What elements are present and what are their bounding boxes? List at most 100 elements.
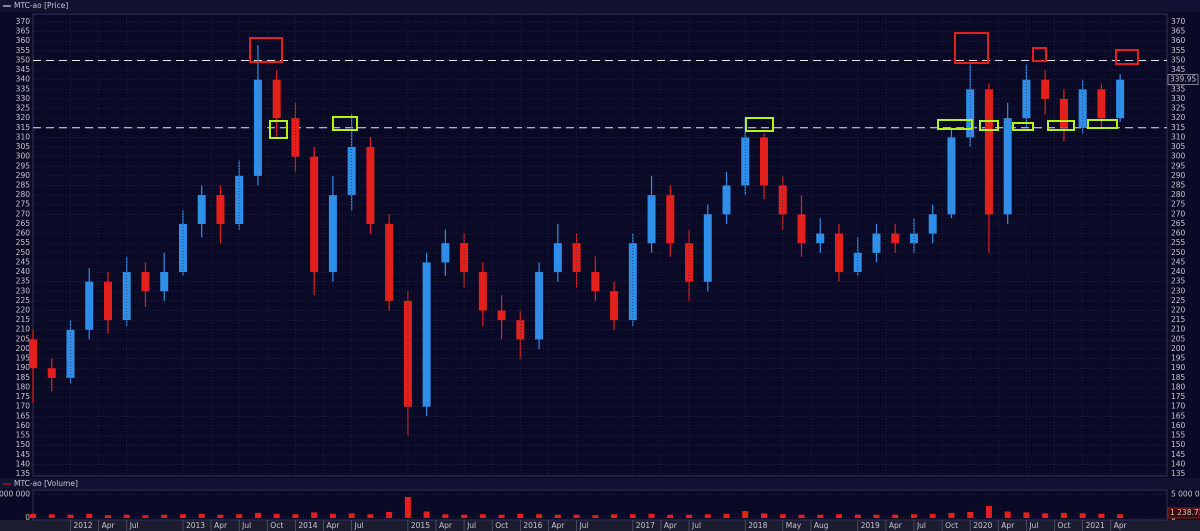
y-tick-label: 225 bbox=[16, 296, 31, 305]
volume-bar bbox=[423, 511, 430, 518]
candle-body bbox=[85, 281, 94, 330]
candle-body bbox=[760, 137, 769, 186]
y-tick-label: 350 bbox=[16, 55, 31, 64]
y-tick-label: 300 bbox=[1171, 152, 1186, 161]
x-tick-label: Apr bbox=[214, 521, 228, 530]
candle-body bbox=[310, 156, 319, 273]
y-tick-label: 300 bbox=[16, 152, 31, 161]
y-tick-label: 350 bbox=[1171, 55, 1186, 64]
y-tick-label: 250 bbox=[16, 248, 31, 257]
x-tick-label: Jul bbox=[916, 521, 926, 530]
y-tick-label: 305 bbox=[1171, 142, 1186, 151]
x-tick-label: Jul bbox=[1028, 521, 1038, 530]
candle-body bbox=[29, 339, 37, 369]
y-tick-label: 295 bbox=[1171, 161, 1186, 170]
y-tick-label: 175 bbox=[16, 392, 31, 401]
y-tick-label: 150 bbox=[16, 440, 31, 449]
candle-body bbox=[216, 195, 225, 224]
x-tick-label: Apr bbox=[1001, 521, 1015, 530]
x-tick-label: Apr bbox=[1114, 521, 1128, 530]
y-tick-label: 185 bbox=[16, 373, 31, 382]
y-tick-label: 135 bbox=[1171, 469, 1186, 478]
y-tick-label: 345 bbox=[1171, 65, 1186, 74]
candle-body bbox=[647, 195, 656, 244]
y-tick-label: 250 bbox=[1171, 248, 1186, 257]
x-tick-label: Oct bbox=[495, 521, 508, 530]
volume-bar bbox=[367, 514, 374, 518]
y-tick-label: 245 bbox=[16, 257, 31, 266]
last-value-label: 1 238.71 bbox=[1170, 508, 1200, 517]
last-value-box bbox=[1167, 74, 1199, 86]
y-tick-label: 265 bbox=[1171, 219, 1186, 228]
support-box bbox=[332, 116, 358, 131]
candle-body bbox=[722, 185, 731, 215]
y-tick-label: 195 bbox=[16, 354, 31, 363]
x-tick-label: 2018 bbox=[748, 521, 767, 530]
y-tick-label: 340 bbox=[16, 75, 31, 84]
candle-body bbox=[272, 79, 281, 119]
volume-bar bbox=[254, 512, 261, 518]
candle-body bbox=[872, 233, 881, 253]
candle-body bbox=[385, 223, 394, 301]
x-tick-label: Apr bbox=[439, 521, 453, 530]
price-header bbox=[0, 0, 1200, 12]
y-tick-label: 150 bbox=[1171, 440, 1186, 449]
volume-bar bbox=[554, 514, 561, 518]
volume-bar bbox=[536, 514, 543, 518]
candle-body bbox=[1116, 79, 1125, 119]
volume-bar bbox=[142, 515, 149, 518]
y-tick-label: 155 bbox=[1171, 431, 1186, 440]
x-tick-label: May bbox=[786, 521, 802, 530]
resistance-box bbox=[249, 37, 283, 63]
volume-bar bbox=[686, 514, 693, 518]
volume-bar bbox=[611, 514, 618, 518]
support-box bbox=[745, 117, 774, 132]
candle-body bbox=[160, 272, 169, 292]
volume-bar bbox=[761, 513, 768, 518]
resistance-box bbox=[954, 32, 989, 64]
volume-bar bbox=[723, 513, 730, 518]
volume-bar bbox=[517, 513, 524, 518]
volume-bar bbox=[1079, 513, 1086, 518]
y-tick-label: 255 bbox=[16, 238, 31, 247]
y-tick-label: 245 bbox=[1171, 257, 1186, 266]
y-tick-label: 140 bbox=[1171, 459, 1186, 468]
candle-body bbox=[703, 214, 712, 282]
support-box bbox=[937, 119, 973, 130]
highlights bbox=[249, 32, 1139, 139]
candle-body bbox=[347, 147, 356, 196]
y-tick-label: 265 bbox=[16, 219, 31, 228]
y-tick-label: 365 bbox=[1171, 27, 1186, 36]
volume-bar bbox=[67, 514, 74, 518]
x-tick-label: Oct bbox=[1058, 521, 1071, 530]
y-tick-label: 145 bbox=[16, 450, 31, 459]
candle-body bbox=[778, 185, 787, 215]
volume-bar bbox=[404, 497, 411, 518]
x-tick-label: 2014 bbox=[298, 521, 317, 530]
y-tick-label: 355 bbox=[16, 46, 31, 55]
candle-body bbox=[834, 233, 843, 273]
x-tick-label: Jul bbox=[466, 521, 476, 530]
candle-body bbox=[422, 262, 431, 407]
y-tick-label: 175 bbox=[1171, 392, 1186, 401]
y-tick-label: 315 bbox=[16, 123, 31, 132]
support-box bbox=[269, 120, 288, 139]
volume-bar bbox=[592, 515, 599, 518]
volume-bar bbox=[86, 513, 93, 518]
candle-body bbox=[1059, 98, 1068, 128]
price-frame bbox=[32, 13, 1168, 477]
y-tick-label: 235 bbox=[1171, 277, 1186, 286]
candle-body bbox=[497, 310, 506, 321]
candle-body bbox=[666, 195, 675, 244]
y-tick-label: 165 bbox=[1171, 411, 1186, 420]
candle-body bbox=[984, 89, 993, 215]
x-tick-label: 2017 bbox=[636, 521, 655, 530]
support-box bbox=[1047, 120, 1075, 131]
candle-body bbox=[366, 147, 375, 224]
x-tick-label: Jul bbox=[691, 521, 701, 530]
candle-body bbox=[103, 281, 112, 321]
y-tick-label: 255 bbox=[1171, 238, 1186, 247]
volume-bar bbox=[217, 514, 224, 518]
candle-body bbox=[328, 195, 337, 273]
